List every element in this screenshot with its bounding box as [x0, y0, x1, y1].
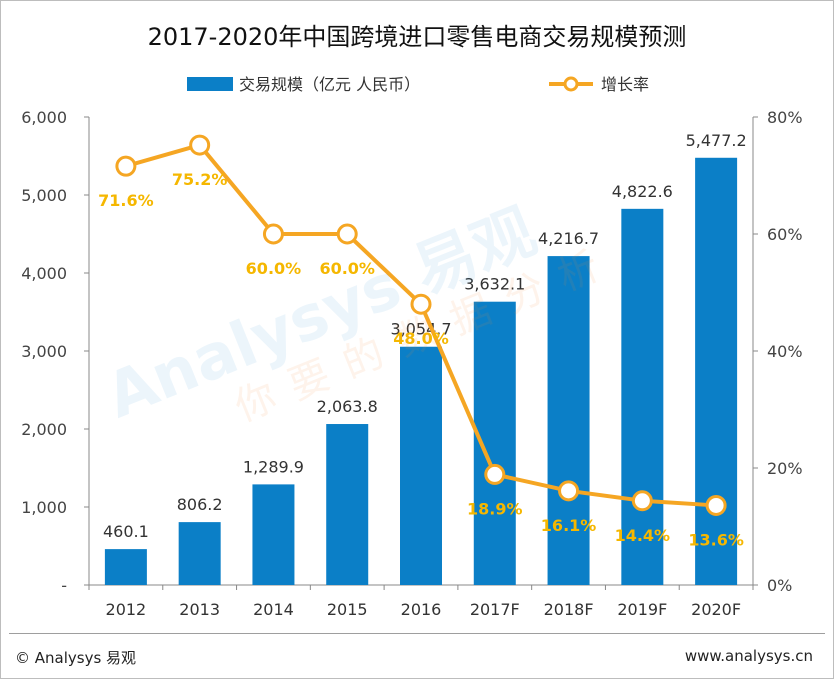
legend-bar-label: 交易规模（亿元 人民币）: [239, 75, 420, 94]
bar: [104, 549, 147, 585]
growth-rate-point: [558, 480, 580, 502]
legend-line-marker: [563, 76, 579, 92]
left-axis-tick-label: 4,000: [21, 264, 67, 283]
growth-rate-point: [484, 463, 506, 485]
left-axis-tick-label: 5,000: [21, 186, 67, 205]
bar: [178, 522, 221, 585]
growth-rate-point: [262, 223, 284, 245]
x-axis-tick-label: 2013: [179, 600, 220, 619]
legend-bar-swatch: [187, 77, 233, 91]
bar-value-label: 4,822.6: [612, 182, 673, 201]
bar: [326, 424, 369, 585]
right-axis-tick-label: 60%: [767, 225, 803, 244]
growth-rate-point: [115, 155, 137, 177]
bar: [621, 208, 664, 585]
growth-rate-label: 18.9%: [467, 499, 523, 518]
bar: [252, 484, 295, 585]
x-axis-tick-label: 2016: [401, 600, 442, 619]
x-axis-tick-label: 2018F: [544, 600, 594, 619]
x-axis-tick-label: 2019F: [617, 600, 667, 619]
growth-rate-label: 13.6%: [688, 530, 744, 549]
x-axis-tick-label: 2012: [106, 600, 147, 619]
left-axis-tick-label: -: [61, 576, 67, 595]
left-axis-tick-label: 3,000: [21, 342, 67, 361]
x-axis-tick-label: 2015: [327, 600, 368, 619]
right-axis-tick-label: 0%: [767, 576, 792, 595]
bar-value-label: 460.1: [103, 522, 149, 541]
right-axis-tick-label: 20%: [767, 459, 803, 478]
bar-value-label: 3,632.1: [464, 275, 525, 294]
bar-value-label: 4,216.7: [538, 229, 599, 248]
left-axis-tick-label: 1,000: [21, 498, 67, 517]
x-axis-tick-label: 2014: [253, 600, 294, 619]
growth-rate-label: 60.0%: [246, 259, 302, 278]
x-axis-tick-label: 2020F: [691, 600, 741, 619]
growth-rate-point: [336, 223, 358, 245]
growth-rate-label: 14.4%: [615, 526, 671, 545]
site-url: www.analysys.cn: [684, 647, 813, 665]
copyright-text: © Analysys 易观: [15, 649, 137, 667]
bar-value-label: 1,289.9: [243, 457, 304, 476]
growth-rate-point: [631, 490, 653, 512]
growth-rate-label: 16.1%: [541, 516, 597, 535]
bar: [400, 346, 442, 585]
x-axis-tick-label: 2017F: [470, 600, 520, 619]
growth-rate-point: [189, 134, 211, 156]
chart-title: 2017-2020年中国跨境进口零售电商交易规模预测: [148, 23, 687, 51]
left-axis-tick-label: 6,000: [21, 108, 67, 127]
bar-value-label: 2,063.8: [317, 397, 378, 416]
bar: [695, 157, 738, 586]
right-axis-tick-label: 40%: [767, 342, 803, 361]
right-axis-tick-label: 80%: [767, 108, 803, 127]
growth-rate-label: 75.2%: [172, 170, 228, 189]
bar-value-label: 5,477.2: [686, 131, 747, 150]
growth-rate-point: [705, 494, 727, 516]
bar-value-label: 806.2: [177, 495, 223, 514]
bar: [547, 256, 590, 585]
growth-rate-label: 71.6%: [98, 191, 154, 210]
left-axis-tick-label: 2,000: [21, 420, 67, 439]
bar-value-label: 3,054.7: [390, 320, 451, 339]
growth-rate-label: 48.0%: [393, 329, 449, 348]
legend-line-label: 增长率: [601, 75, 649, 94]
growth-rate-label: 60.0%: [319, 259, 375, 278]
footer-divider: [9, 633, 825, 634]
growth-rate-point: [410, 293, 432, 315]
